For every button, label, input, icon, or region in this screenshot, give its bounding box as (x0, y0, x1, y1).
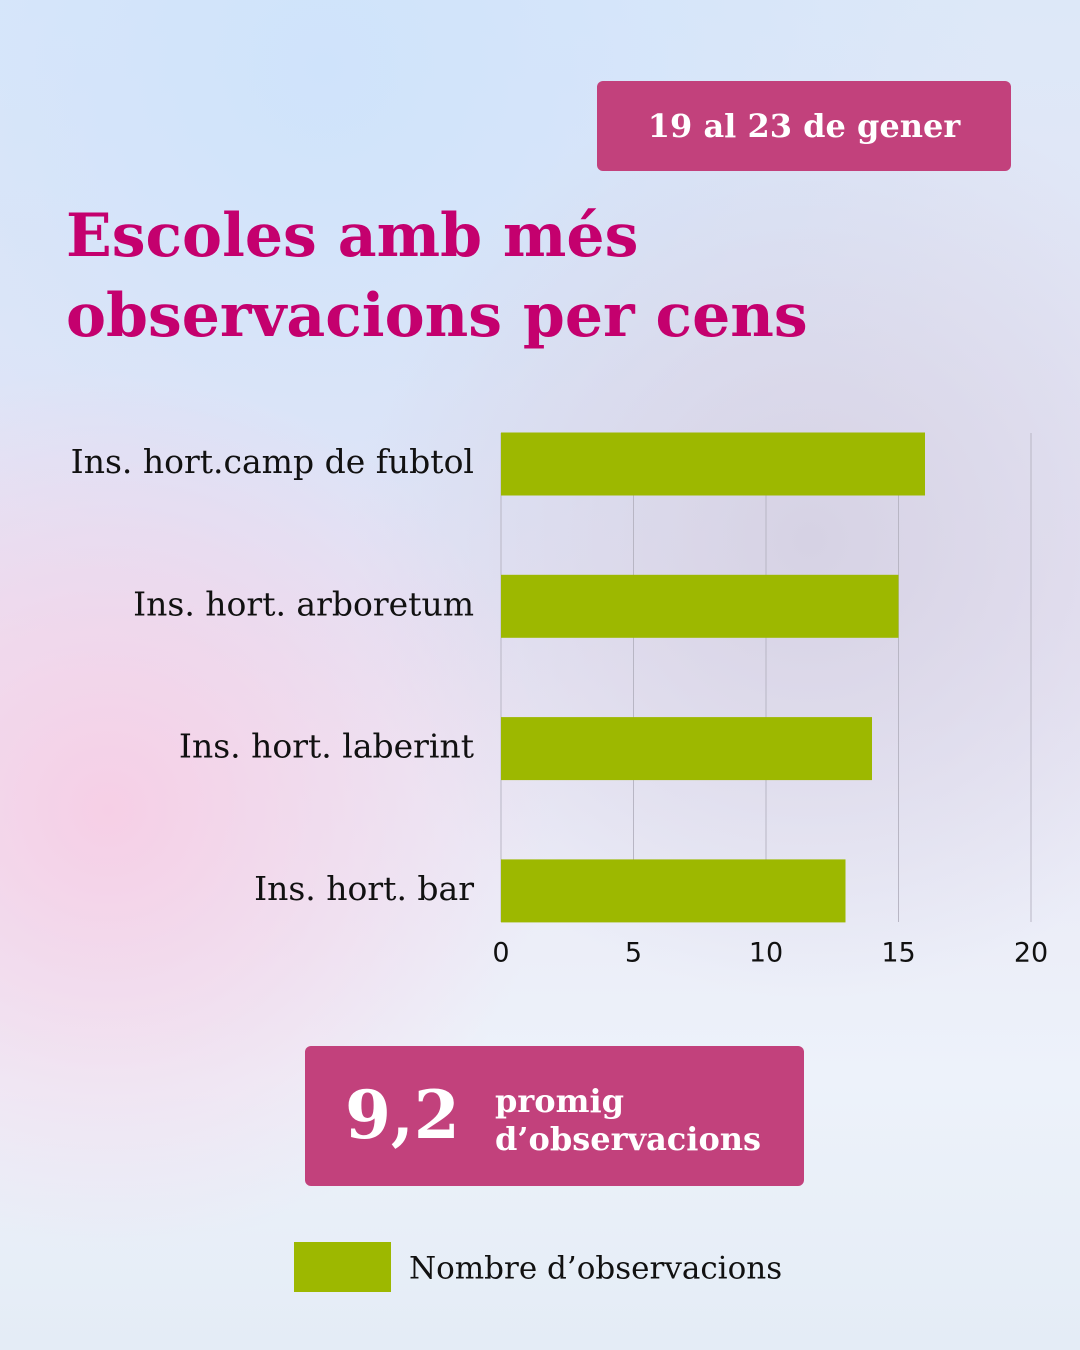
callout: 9,2 promig d’observacions (305, 1046, 804, 1186)
bar (501, 859, 846, 923)
legend-swatch (294, 1242, 391, 1292)
x-tick-label: 5 (625, 938, 642, 969)
x-tick-label: 20 (1014, 938, 1048, 969)
y-tick-label: Ins. hort. arboretum (133, 584, 474, 623)
bar (501, 432, 925, 496)
chart-title: Escoles amb més observacions per cens (66, 201, 808, 351)
x-tick-label: 15 (881, 938, 915, 969)
y-tick-label: Ins. hort. laberint (179, 727, 474, 766)
callout-value: 9,2 (345, 1076, 460, 1154)
y-tick-label: Ins. hort. bar (254, 869, 474, 908)
callout-label: promig d’observacions (495, 1082, 762, 1158)
legend-label: Nombre d’observacions (409, 1251, 782, 1287)
x-tick-label: 0 (492, 938, 509, 969)
y-tick-label: Ins. hort.camp de fubtol (71, 442, 474, 481)
bar (501, 717, 872, 781)
x-tick-label: 10 (749, 938, 783, 969)
bar (501, 574, 899, 638)
date-badge: 19 al 23 de gener (597, 81, 1011, 171)
